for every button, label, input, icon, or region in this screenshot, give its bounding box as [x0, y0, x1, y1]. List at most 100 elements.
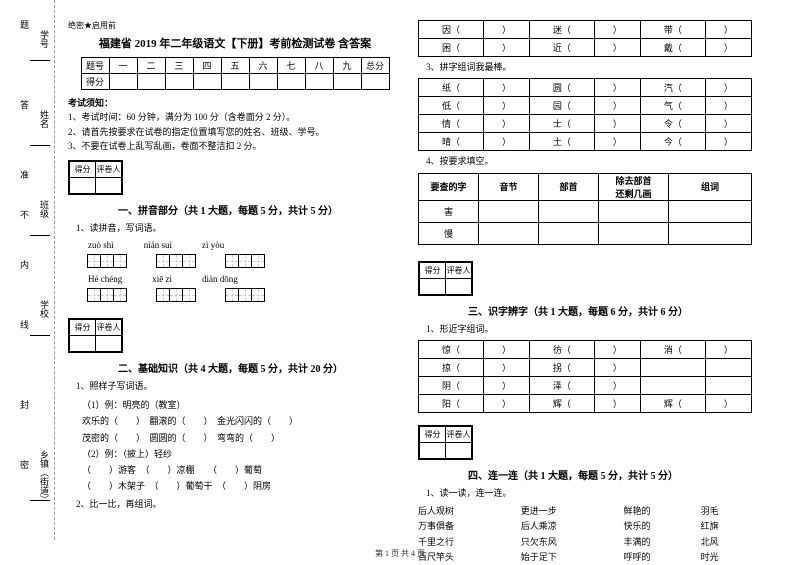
fill-line[interactable]: 欢乐的（ ） 翻滚的（ ） 金光闪闪的（ ） [68, 413, 402, 429]
lookup-input[interactable] [479, 200, 539, 222]
cell[interactable]: ） [594, 79, 640, 97]
match-item[interactable]: 鲜艳的 [624, 504, 701, 519]
cell[interactable]: ） [483, 394, 529, 412]
seal-hint: 题 [18, 20, 31, 29]
cell[interactable]: ） [594, 115, 640, 133]
score-cell[interactable] [109, 74, 137, 90]
score-cell[interactable] [221, 74, 249, 90]
cell: 戴（ [640, 39, 705, 57]
cell[interactable]: ） [483, 97, 529, 115]
question-text: 1、读拼音，写词语。 [76, 221, 402, 236]
cell[interactable]: ） [705, 340, 751, 358]
cell[interactable]: ） [594, 97, 640, 115]
grader-input[interactable] [96, 177, 122, 193]
score-input[interactable] [70, 335, 96, 351]
char-grid[interactable] [226, 254, 265, 268]
match-item[interactable]: 更进一步 [521, 504, 624, 519]
match-item[interactable]: 快乐的 [624, 519, 701, 534]
fill-line[interactable]: （ ）游客 （ ）凉棚 （ ）葡萄 [68, 462, 402, 478]
cell[interactable]: ） [705, 97, 751, 115]
cell: 辉（ [640, 394, 705, 412]
cell[interactable]: ） [483, 21, 529, 39]
section-score-box: 得分评卷人 [68, 160, 123, 195]
lookup-input[interactable] [669, 222, 752, 244]
cell[interactable]: ） [594, 376, 640, 394]
score-input[interactable] [420, 442, 446, 458]
cell[interactable]: ） [483, 358, 529, 376]
lookup-input[interactable] [669, 200, 752, 222]
cell[interactable]: ） [594, 39, 640, 57]
cell: 彷（ [529, 340, 594, 358]
cell: 园（ [529, 97, 594, 115]
cell[interactable]: ） [705, 39, 751, 57]
margin-label: 学号 [38, 30, 51, 48]
page-footer: 第 1 页 共 4 页 [0, 548, 800, 559]
section-1-title: 一、拼音部分（共 1 大题，每题 5 分，共计 5 分） [118, 202, 402, 217]
cell: 阳（ [419, 394, 484, 412]
lookup-input[interactable] [479, 222, 539, 244]
char-grid[interactable] [88, 288, 127, 302]
match-item[interactable]: 红旗 [701, 519, 752, 534]
match-item[interactable]: 万事俱备 [418, 519, 521, 534]
score-cell[interactable] [305, 74, 333, 90]
cell[interactable]: ） [705, 21, 751, 39]
char-grid[interactable] [88, 254, 127, 268]
grader-input[interactable] [96, 335, 122, 351]
seal-hint: 密 [18, 460, 31, 469]
score-cell[interactable] [193, 74, 221, 90]
instructions-title: 考试须知： [68, 96, 402, 110]
cell[interactable]: ） [483, 39, 529, 57]
cell[interactable] [705, 376, 751, 394]
score-input[interactable] [420, 278, 446, 294]
score-cell[interactable] [137, 74, 165, 90]
score-cell[interactable] [277, 74, 305, 90]
cell[interactable]: ） [483, 340, 529, 358]
fill-line[interactable]: （ ）木架子 （ ）葡萄干 （ ）阴房 [68, 478, 402, 494]
score-input[interactable] [70, 177, 96, 193]
score-cell[interactable] [165, 74, 193, 90]
example-text: （1）例：明亮的（教室） [68, 397, 402, 413]
grader-input[interactable] [446, 278, 472, 294]
instruction-item: 3、不要在试卷上乱写乱画，卷面不整洁扣 2 分。 [68, 139, 402, 153]
cell[interactable]: ） [483, 133, 529, 151]
cell[interactable]: ） [594, 340, 640, 358]
cell[interactable]: ） [705, 115, 751, 133]
char-grid[interactable] [157, 254, 196, 268]
char-grid-row [88, 288, 402, 302]
match-item[interactable]: 羽毛 [701, 504, 752, 519]
lookup-input[interactable] [539, 222, 599, 244]
cell: 掠（ [419, 358, 484, 376]
char-grid[interactable] [157, 288, 196, 302]
fill-line[interactable]: 茂密的（ ） 圆圆的（ ） 弯弯的（ ） [68, 430, 402, 446]
match-item[interactable]: 后人乘凉 [521, 519, 624, 534]
cell[interactable]: ） [594, 21, 640, 39]
cell[interactable]: ） [483, 376, 529, 394]
cell: 低（ [419, 97, 484, 115]
cell[interactable] [705, 358, 751, 376]
cell[interactable]: ） [705, 79, 751, 97]
cell: 汽（ [640, 79, 705, 97]
cell[interactable]: ） [594, 394, 640, 412]
match-item[interactable]: 后人观树 [418, 504, 521, 519]
cell[interactable]: ） [483, 79, 529, 97]
section-4-title: 四、连一连（共 1 大题，每题 5 分，共计 5 分） [468, 467, 752, 482]
cell [640, 376, 705, 394]
lookup-input[interactable] [599, 222, 669, 244]
cell[interactable]: ） [705, 394, 751, 412]
score-cell[interactable] [333, 74, 361, 90]
cell[interactable]: ） [705, 133, 751, 151]
grader-input[interactable] [446, 442, 472, 458]
seal-hint: 不 [18, 210, 31, 219]
lookup-input[interactable] [599, 200, 669, 222]
score-cell[interactable] [361, 74, 389, 90]
cell: 困（ [419, 39, 484, 57]
cell[interactable]: ） [594, 358, 640, 376]
cell: 迷（ [529, 21, 594, 39]
lookup-input[interactable] [539, 200, 599, 222]
seal-hint: 封 [18, 400, 31, 409]
cell[interactable]: ） [483, 115, 529, 133]
char-grid[interactable] [226, 288, 265, 302]
cell: 辉（ [529, 394, 594, 412]
cell[interactable]: ） [594, 133, 640, 151]
score-cell[interactable] [249, 74, 277, 90]
